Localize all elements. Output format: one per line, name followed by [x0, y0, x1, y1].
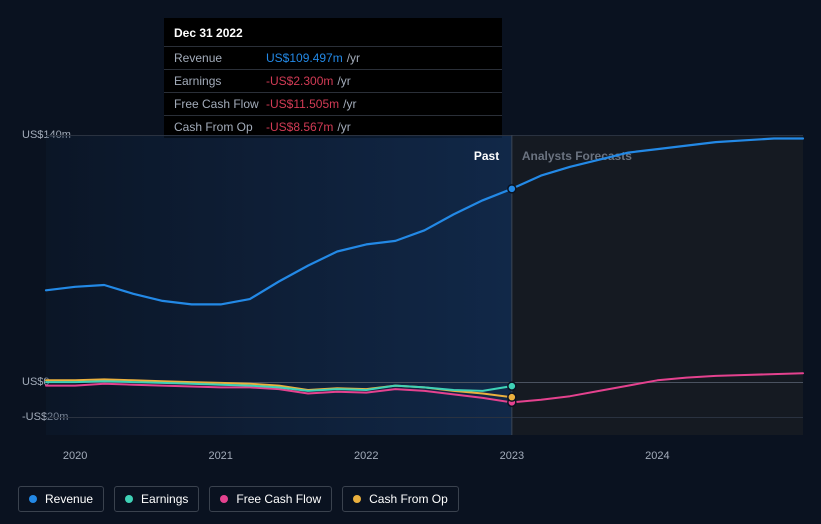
- legend-item[interactable]: Free Cash Flow: [209, 486, 332, 512]
- legend-dot-icon: [125, 495, 133, 503]
- x-axis-tick: 2024: [645, 450, 669, 462]
- chart-area: US$140mUS$0-US$20m Past Analysts Forecas…: [18, 125, 803, 445]
- tooltip-row: Earnings-US$2.300m/yr: [164, 69, 502, 92]
- tooltip-metric-value: -US$2.300m: [266, 74, 333, 88]
- x-axis-tick: 2023: [500, 450, 524, 462]
- tooltip-metric-unit: /yr: [347, 51, 360, 65]
- legend-label: Earnings: [141, 492, 188, 506]
- series-marker: [508, 382, 516, 390]
- chart-tooltip: Dec 31 2022 RevenueUS$109.497m/yrEarning…: [164, 18, 502, 138]
- tooltip-metric-label: Free Cash Flow: [174, 97, 266, 111]
- tooltip-row: RevenueUS$109.497m/yr: [164, 46, 502, 69]
- tooltip-metric-value: -US$11.505m: [266, 97, 339, 111]
- series-line: [46, 139, 803, 305]
- legend-label: Free Cash Flow: [236, 492, 321, 506]
- chart-plot[interactable]: Past Analysts Forecasts: [46, 135, 803, 435]
- tooltip-metric-unit: /yr: [337, 74, 350, 88]
- tooltip-date: Dec 31 2022: [164, 18, 502, 46]
- tooltip-metric-label: Revenue: [174, 51, 266, 65]
- legend-item[interactable]: Cash From Op: [342, 486, 459, 512]
- x-axis-tick: 2021: [208, 450, 232, 462]
- chart-lines: [46, 135, 803, 435]
- legend-item[interactable]: Revenue: [18, 486, 104, 512]
- tooltip-metric-value: US$109.497m: [266, 51, 343, 65]
- x-axis-tick: 2022: [354, 450, 378, 462]
- legend-dot-icon: [353, 495, 361, 503]
- chart-legend: Revenue Earnings Free Cash Flow Cash From O…: [18, 486, 459, 512]
- x-axis-tick: 2020: [63, 450, 87, 462]
- legend-label: Cash From Op: [369, 492, 448, 506]
- legend-dot-icon: [220, 495, 228, 503]
- x-axis: 2020 2021 2022 2023 2024: [46, 450, 803, 470]
- tooltip-metric-label: Earnings: [174, 74, 266, 88]
- tooltip-metric-unit: /yr: [343, 97, 356, 111]
- series-marker: [508, 393, 516, 401]
- series-marker: [508, 185, 516, 193]
- legend-dot-icon: [29, 495, 37, 503]
- legend-item[interactable]: Earnings: [114, 486, 199, 512]
- legend-label: Revenue: [45, 492, 93, 506]
- tooltip-row: Free Cash Flow-US$11.505m/yr: [164, 92, 502, 115]
